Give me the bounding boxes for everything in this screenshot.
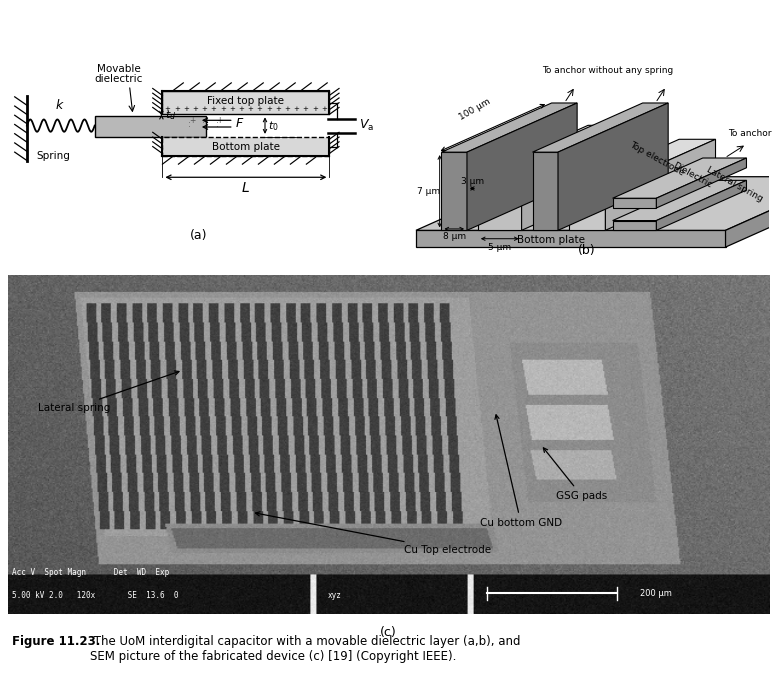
- Polygon shape: [467, 103, 577, 230]
- Text: 7 μm: 7 μm: [417, 187, 441, 196]
- Text: +: +: [174, 106, 179, 113]
- Text: $F$: $F$: [235, 117, 245, 130]
- Polygon shape: [569, 140, 716, 189]
- Text: Bottom plate: Bottom plate: [212, 142, 280, 151]
- Text: +: +: [165, 106, 171, 113]
- Polygon shape: [441, 103, 577, 152]
- Polygon shape: [521, 125, 632, 230]
- Text: Spring: Spring: [36, 151, 70, 161]
- Text: The UoM interdigital capacitor with a movable dielectric layer (a,b), and
SEM pi: The UoM interdigital capacitor with a mo…: [90, 635, 521, 663]
- Text: Dielectric: Dielectric: [671, 160, 714, 189]
- Text: (c): (c): [380, 625, 397, 638]
- Text: Lateral spring: Lateral spring: [38, 371, 179, 413]
- Text: $k$: $k$: [55, 97, 64, 112]
- Polygon shape: [726, 177, 777, 247]
- Text: 5 μm: 5 μm: [488, 243, 511, 252]
- Polygon shape: [569, 189, 605, 230]
- Text: +: +: [211, 106, 217, 113]
- Polygon shape: [478, 175, 521, 230]
- Text: (a): (a): [190, 229, 207, 242]
- Text: +: +: [321, 106, 327, 113]
- Polygon shape: [605, 140, 716, 230]
- Text: xyz: xyz: [328, 591, 341, 600]
- Text: +: +: [183, 106, 189, 113]
- Text: Bottom plate: Bottom plate: [517, 235, 585, 245]
- Text: (b): (b): [578, 244, 596, 257]
- Polygon shape: [612, 158, 747, 198]
- Text: +: +: [189, 116, 195, 125]
- Polygon shape: [657, 180, 747, 230]
- Polygon shape: [612, 180, 747, 220]
- Polygon shape: [532, 152, 558, 230]
- Text: Movable: Movable: [97, 64, 141, 74]
- Text: 200 μm: 200 μm: [639, 589, 671, 598]
- Text: +: +: [248, 106, 253, 113]
- Text: Cu bottom GND: Cu bottom GND: [480, 415, 562, 528]
- Polygon shape: [416, 177, 777, 230]
- Text: Lateral spring: Lateral spring: [705, 165, 764, 203]
- Text: +: +: [275, 106, 281, 113]
- Text: $L$: $L$: [242, 182, 250, 196]
- Bar: [162, 137, 329, 156]
- Text: $t_0$: $t_0$: [269, 119, 279, 133]
- Text: +: +: [312, 106, 318, 113]
- Polygon shape: [558, 103, 668, 230]
- Text: +: +: [220, 106, 226, 113]
- Text: Acc V  Spot Magn      Det  WD  Exp: Acc V Spot Magn Det WD Exp: [12, 567, 169, 576]
- Text: Cu Top electrode: Cu Top electrode: [256, 512, 491, 555]
- Text: +: +: [284, 106, 291, 113]
- Text: +: +: [201, 106, 207, 113]
- Text: $V_\mathrm{a}$: $V_\mathrm{a}$: [359, 118, 374, 133]
- Text: +: +: [193, 106, 198, 113]
- Text: :: :: [216, 120, 218, 129]
- Text: +: +: [217, 116, 223, 125]
- Text: Fixed top plate: Fixed top plate: [207, 96, 284, 106]
- Text: 8 μm: 8 μm: [443, 231, 465, 240]
- Polygon shape: [612, 220, 657, 230]
- Text: 3 μm: 3 μm: [461, 177, 484, 186]
- Text: GSG pads: GSG pads: [543, 448, 608, 501]
- Text: +: +: [266, 106, 272, 113]
- Text: 100 μm: 100 μm: [458, 97, 492, 122]
- Bar: [95, 116, 206, 137]
- Polygon shape: [612, 198, 657, 208]
- Text: +: +: [203, 116, 209, 125]
- Polygon shape: [478, 125, 632, 175]
- Polygon shape: [532, 103, 668, 152]
- Text: :: :: [202, 120, 204, 129]
- Text: +: +: [229, 106, 235, 113]
- Text: +: +: [239, 106, 244, 113]
- Text: +: +: [303, 106, 308, 113]
- Text: :: :: [188, 120, 190, 129]
- Polygon shape: [657, 158, 747, 208]
- Text: Figure 11.23.: Figure 11.23.: [12, 635, 100, 648]
- Polygon shape: [441, 152, 467, 230]
- Polygon shape: [416, 230, 726, 247]
- Text: 5.00 kV 2.0   120x       SE  13.6  0: 5.00 kV 2.0 120x SE 13.6 0: [12, 591, 178, 600]
- Text: +: +: [294, 106, 299, 113]
- Text: To anchor: To anchor: [729, 129, 772, 138]
- Text: dielectric: dielectric: [95, 74, 143, 84]
- Text: +: +: [256, 106, 263, 113]
- Text: Top electrode: Top electrode: [628, 140, 685, 178]
- Text: $t_d$: $t_d$: [165, 108, 176, 122]
- Text: To anchor without any spring: To anchor without any spring: [542, 66, 674, 75]
- Bar: [162, 91, 329, 115]
